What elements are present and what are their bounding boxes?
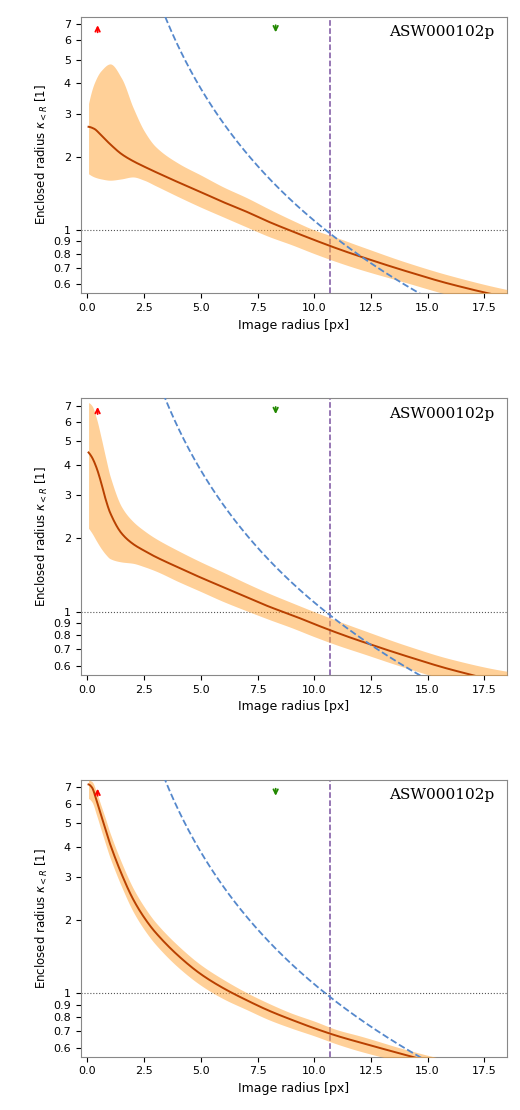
- Text: ASW000102p: ASW000102p: [389, 788, 494, 803]
- Text: ASW000102p: ASW000102p: [389, 24, 494, 39]
- Y-axis label: Enclosed radius $\kappa_{<R}$ [1]: Enclosed radius $\kappa_{<R}$ [1]: [34, 84, 50, 225]
- X-axis label: Image radius [px]: Image radius [px]: [238, 700, 349, 714]
- X-axis label: Image radius [px]: Image radius [px]: [238, 319, 349, 332]
- Y-axis label: Enclosed radius $\kappa_{<R}$ [1]: Enclosed radius $\kappa_{<R}$ [1]: [34, 848, 50, 989]
- Y-axis label: Enclosed radius $\kappa_{<R}$ [1]: Enclosed radius $\kappa_{<R}$ [1]: [34, 466, 50, 607]
- X-axis label: Image radius [px]: Image radius [px]: [238, 1082, 349, 1094]
- Text: ASW000102p: ASW000102p: [389, 406, 494, 421]
